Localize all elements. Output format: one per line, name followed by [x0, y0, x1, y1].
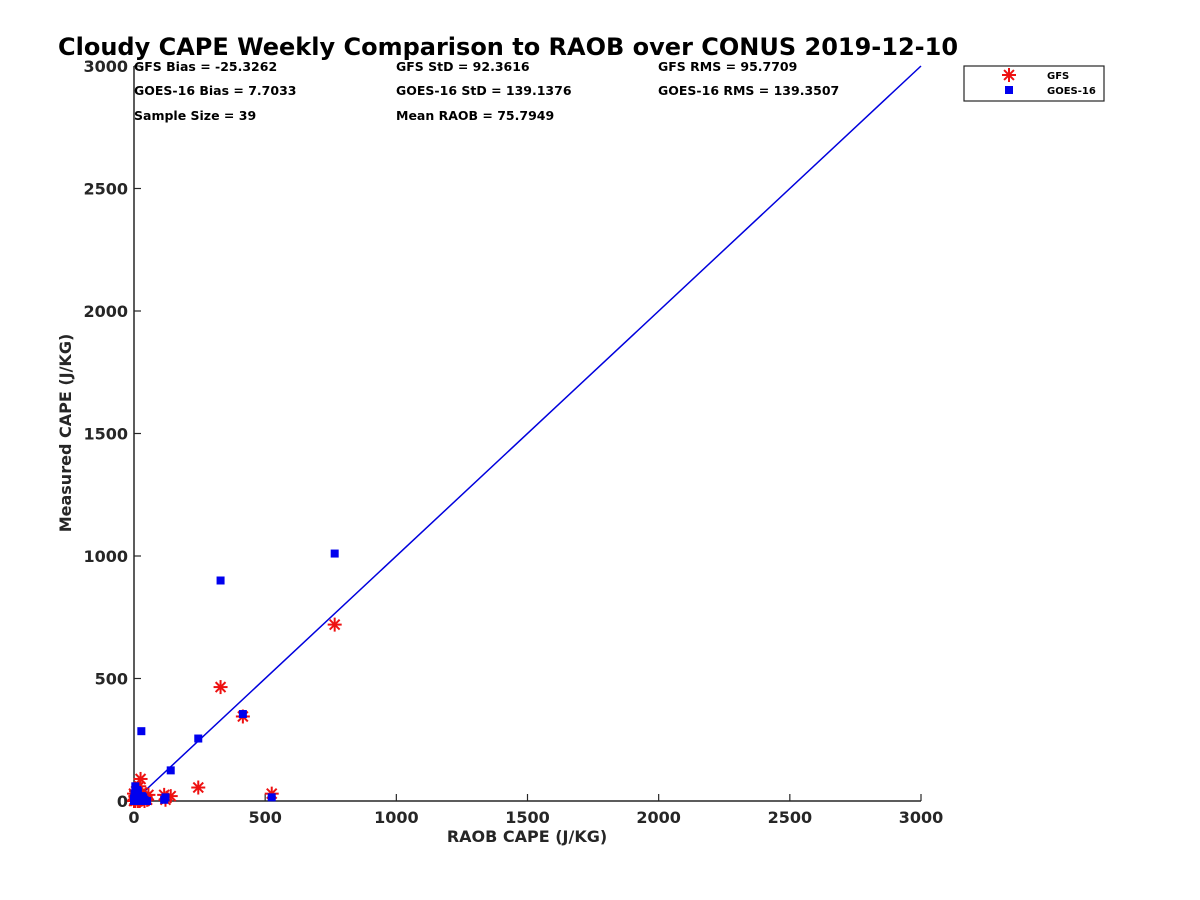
gfs-std-text: GFS StD = 92.3616 — [396, 59, 530, 74]
sample-size-text: Sample Size = 39 — [134, 108, 256, 123]
goes16-point — [238, 710, 247, 719]
x-axis-label: RAOB CAPE (J/KG) — [447, 827, 607, 846]
legend-goes16-marker — [1005, 86, 1013, 94]
goes16-point — [139, 793, 148, 802]
goes16-rms-text: GOES-16 RMS = 139.3507 — [658, 83, 839, 98]
x-tick-label: 500 — [248, 808, 281, 827]
y-tick-label: 1500 — [83, 425, 128, 444]
goes16-point — [161, 793, 170, 802]
legend-gfs-marker — [1002, 68, 1016, 82]
gfs-point — [213, 680, 228, 695]
chart-title: Cloudy CAPE Weekly Comparison to RAOB ov… — [58, 33, 958, 61]
y-tick-label: 3000 — [83, 57, 128, 76]
legend-gfs-asterisk — [1002, 68, 1016, 82]
one-to-one-line — [133, 65, 922, 802]
x-tick-label: 3000 — [899, 808, 944, 827]
goes16-point — [130, 797, 138, 805]
x-tick-label: 2000 — [636, 808, 681, 827]
goes16-bias-text: GOES-16 Bias = 7.7033 — [134, 83, 296, 98]
gfs-point — [133, 771, 148, 786]
gfs-series — [127, 617, 342, 808]
goes16-point — [137, 727, 146, 736]
goes16-point — [166, 766, 175, 775]
y-tick-label: 500 — [95, 670, 128, 689]
goes16-point — [216, 576, 225, 585]
legend-goes16-label: GOES-16 — [1047, 86, 1096, 97]
y-tick-label: 2500 — [83, 180, 128, 199]
y-tick-label: 2000 — [83, 302, 128, 321]
stats-block: GFS Bias = -25.3262 GOES-16 Bias = 7.703… — [134, 59, 839, 123]
goes16-series — [130, 549, 339, 805]
y-tick-label: 1000 — [83, 547, 128, 566]
y-axis-label: Measured CAPE (J/KG) — [56, 334, 75, 533]
gfs-rms-text: GFS RMS = 95.7709 — [658, 59, 797, 74]
legend: GFS GOES-16 — [963, 65, 1105, 102]
y-ticks: 0 500 1000 1500 2000 2500 3000 — [83, 57, 141, 811]
goes16-point — [330, 549, 339, 558]
x-tick-label: 0 — [128, 808, 139, 827]
gfs-point — [327, 617, 342, 632]
goes16-std-text: GOES-16 StD = 139.1376 — [396, 83, 572, 98]
legend-gfs-label: GFS — [1047, 71, 1069, 82]
gfs-bias-text: GFS Bias = -25.3262 — [134, 59, 277, 74]
x-tick-label: 2500 — [768, 808, 813, 827]
gfs-point — [191, 780, 206, 795]
goes16-point — [194, 734, 203, 743]
goes16-point — [133, 785, 142, 794]
legend-box — [963, 65, 1105, 102]
x-ticks: 0 500 1000 1500 2000 2500 3000 — [128, 794, 943, 827]
goes16-point — [267, 793, 276, 802]
y-tick-label: 0 — [117, 792, 128, 811]
x-tick-label: 1000 — [374, 808, 419, 827]
mean-raob-text: Mean RAOB = 75.7949 — [396, 108, 554, 123]
x-tick-label: 1500 — [505, 808, 550, 827]
